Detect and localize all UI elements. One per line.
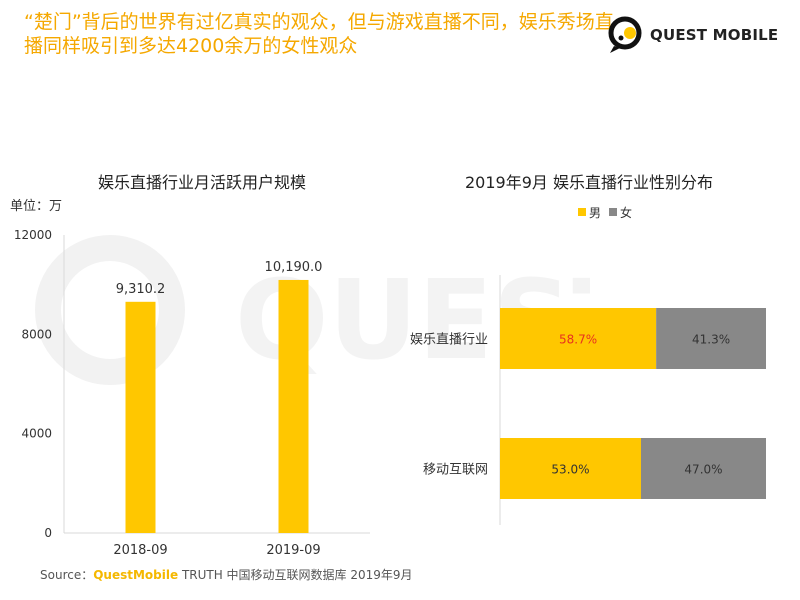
source-prefix: Source：: [40, 568, 94, 582]
stack-segment: [656, 308, 766, 369]
logo-mark-icon: [608, 16, 642, 53]
source-rest: TRUTH 中国移动互联网数据库 2019年9月: [178, 568, 413, 582]
bar-chart-title: 娱乐直播行业月活跃用户规模: [98, 173, 307, 192]
segment-value-label: 47.0%: [684, 463, 722, 477]
unit-label: 单位：万: [10, 199, 63, 214]
logo-text: QUEST MOBILE: [650, 26, 779, 44]
bar-value-label: 10,190.0: [265, 260, 323, 275]
stacked-chart-title: 2019年9月 娱乐直播行业性别分布: [465, 173, 713, 192]
legend-swatch: [578, 208, 586, 216]
segment-value-label: 58.7%: [559, 333, 597, 347]
bar: [278, 279, 309, 533]
legend-swatch: [609, 208, 617, 216]
legend-label: 女: [620, 205, 632, 220]
segment-value-label: 53.0%: [551, 463, 589, 477]
y-tick-label: 0: [44, 526, 52, 540]
source-brand: QuestMobile: [93, 568, 179, 582]
legend-label: 男: [589, 206, 601, 220]
category-label: 移动互联网: [423, 463, 488, 478]
stack-segment: [500, 438, 641, 499]
bar-value-label: 9,310.2: [116, 282, 166, 297]
headline: “楚门”背后的世界有过亿真实的观众，但与游戏直播不同，娱乐秀场直播同样吸引到多达…: [24, 11, 614, 57]
questmobile-logo: QUEST MOBILE: [606, 12, 786, 56]
stack-segment: [500, 308, 657, 369]
y-tick-label: 8000: [21, 327, 52, 341]
x-tick-label: 2019-09: [266, 543, 320, 558]
x-tick-label: 2018-09: [113, 543, 167, 558]
stack-segment: [640, 438, 766, 499]
source-note: Source：QuestMobile TRUTH 中国移动互联网数据库 2019…: [40, 566, 413, 583]
segment-value-label: 41.3%: [692, 333, 730, 347]
category-label: 娱乐直播行业: [410, 333, 488, 348]
y-tick-label: 4000: [21, 427, 52, 441]
user-scale-bar-chart: 0 4000 8000 12000 9,310.2 2018-09 10,190.0 2019…: [14, 228, 370, 558]
y-tick-label: 12000: [14, 228, 52, 242]
bar: [125, 301, 156, 533]
